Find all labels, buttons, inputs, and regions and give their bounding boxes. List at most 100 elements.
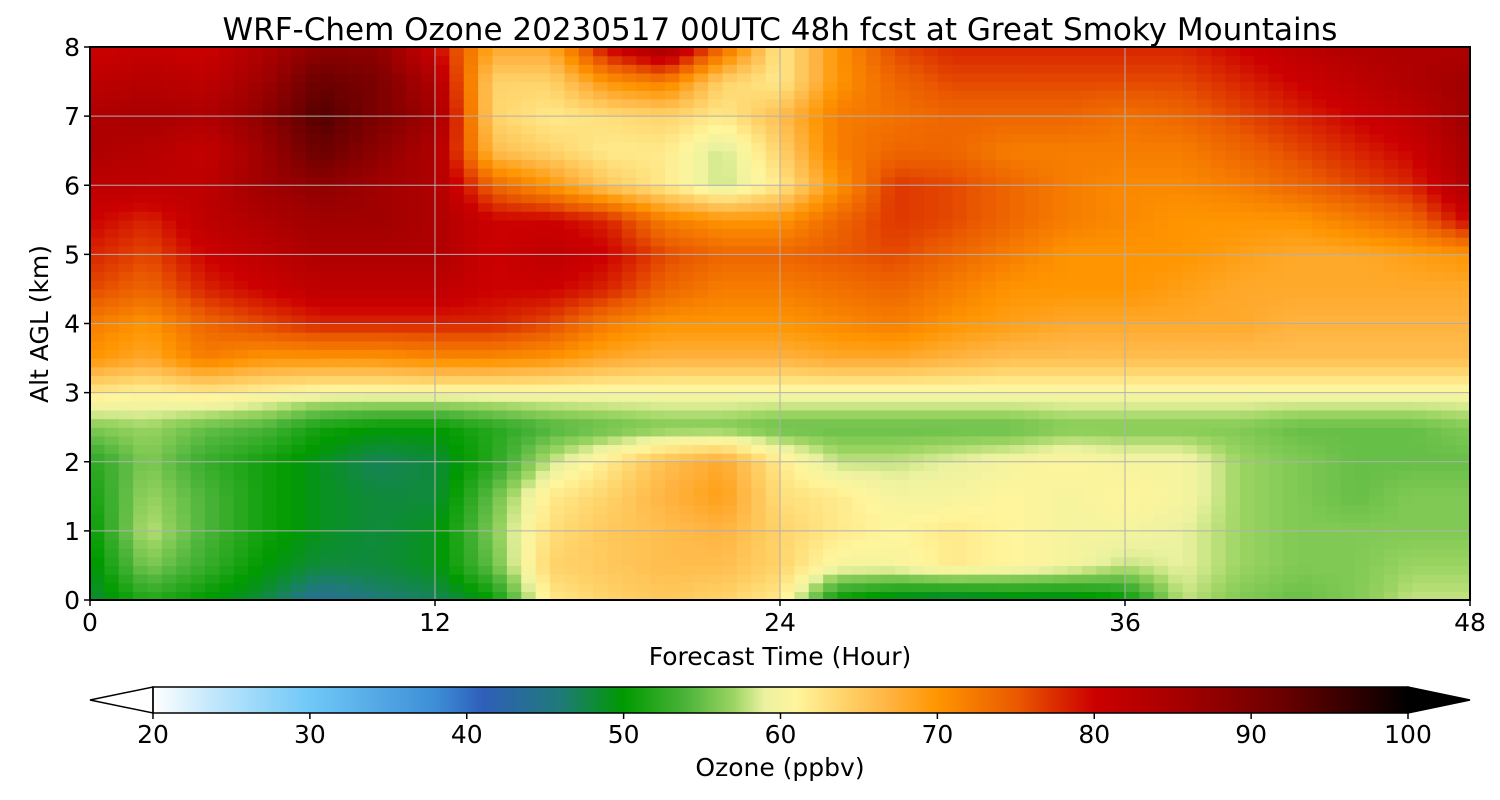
heatmap-cell — [406, 409, 422, 420]
heatmap-cell — [262, 167, 278, 178]
heatmap-cell — [1383, 556, 1399, 567]
heatmap-cell — [478, 237, 494, 247]
heatmap-cell — [205, 461, 220, 471]
heatmap-cell — [348, 340, 364, 351]
heatmap-cell — [1038, 539, 1054, 549]
heatmap-cell — [550, 271, 565, 281]
heatmap-cell — [521, 306, 537, 316]
heatmap-cell — [521, 444, 537, 454]
heatmap-cell — [276, 185, 292, 195]
heatmap-cell — [420, 280, 436, 290]
heatmap-cell — [276, 228, 292, 238]
heatmap-cell — [1081, 496, 1097, 506]
heatmap-cell — [751, 271, 767, 281]
heatmap-cell — [636, 392, 652, 402]
heatmap-cell — [1412, 470, 1428, 480]
heatmap-cell — [794, 288, 810, 299]
heatmap-cell — [1311, 358, 1327, 368]
heatmap-cell — [952, 280, 968, 290]
heatmap-cell — [1355, 237, 1370, 247]
heatmap-cell — [521, 323, 537, 333]
heatmap-cell — [320, 479, 335, 489]
heatmap-cell — [952, 401, 968, 411]
heatmap-cell — [981, 211, 997, 221]
heatmap-cell — [1412, 556, 1428, 567]
heatmap-cell — [636, 176, 652, 186]
heatmap-cell — [1211, 237, 1227, 247]
heatmap-cell — [780, 263, 795, 273]
heatmap-cell — [262, 409, 278, 420]
heatmap-cell — [1283, 522, 1299, 532]
heatmap-cell — [1441, 444, 1457, 454]
heatmap-cell — [708, 193, 724, 204]
heatmap-cell — [1297, 263, 1313, 273]
heatmap-cell — [435, 539, 450, 549]
heatmap-cell — [578, 159, 594, 169]
heatmap-cell — [1081, 383, 1097, 394]
heatmap-cell — [1225, 591, 1241, 600]
heatmap-cell — [1211, 366, 1227, 376]
heatmap-cell — [1182, 574, 1198, 584]
heatmap-cell — [320, 556, 335, 567]
heatmap-cell — [176, 556, 192, 567]
heatmap-cell — [1010, 219, 1025, 230]
heatmap-cell — [219, 245, 235, 255]
heatmap-cell — [492, 237, 508, 247]
heatmap-cell — [550, 176, 565, 186]
heatmap-cell — [1081, 185, 1097, 195]
heatmap-cell — [1053, 254, 1069, 264]
heatmap-cell — [1096, 539, 1112, 549]
heatmap-cell — [966, 548, 982, 558]
heatmap-cell — [535, 591, 551, 600]
heatmap-cell — [147, 176, 163, 186]
heatmap-cell — [578, 496, 594, 506]
heatmap-cell — [636, 237, 652, 247]
heatmap-cell — [1211, 185, 1227, 195]
heatmap-cell — [1225, 496, 1241, 506]
heatmap-cell — [305, 530, 321, 541]
heatmap-cell — [1211, 263, 1227, 273]
heatmap-cell — [391, 349, 407, 359]
heatmap-cell — [1369, 409, 1385, 420]
heatmap-cell — [1311, 280, 1327, 290]
heatmap-cell — [320, 211, 335, 221]
heatmap-cell — [1168, 332, 1184, 342]
heatmap-cell — [1053, 375, 1069, 385]
heatmap-cell — [1297, 574, 1313, 584]
heatmap-cell — [1426, 435, 1442, 446]
heatmap-cell — [1355, 401, 1370, 411]
heatmap-cell — [780, 487, 795, 497]
heatmap-cell — [578, 185, 594, 195]
heatmap-cell — [981, 565, 997, 575]
heatmap-cell — [1426, 297, 1442, 307]
heatmap-cell — [607, 487, 623, 497]
heatmap-cell — [1038, 366, 1054, 376]
heatmap-cell — [1139, 539, 1155, 549]
heatmap-cell — [823, 245, 839, 255]
heatmap-cell — [1182, 254, 1198, 264]
heatmap-cell — [866, 444, 882, 454]
heatmap-cell — [952, 297, 968, 307]
heatmap-cell — [1268, 582, 1284, 592]
heatmap-cell — [895, 323, 910, 333]
heatmap-cell — [1268, 167, 1284, 178]
heatmap-cell — [665, 366, 680, 376]
heatmap-cell — [276, 435, 292, 446]
heatmap-cell — [1426, 504, 1442, 515]
heatmap-cell — [851, 366, 867, 376]
heatmap-cell — [780, 591, 795, 600]
heatmap-cell — [435, 176, 450, 186]
heatmap-cell — [133, 288, 149, 299]
heatmap-cell — [966, 409, 982, 420]
heatmap-cell — [607, 409, 623, 420]
heatmap-cell — [205, 418, 220, 428]
heatmap-cell — [1283, 574, 1299, 584]
heatmap-cell — [90, 461, 105, 471]
heatmap-cell — [1125, 487, 1140, 497]
heatmap-cell — [650, 219, 666, 230]
heatmap-cell — [837, 548, 853, 558]
heatmap-cell — [377, 254, 393, 264]
heatmap-cell — [406, 228, 422, 238]
heatmap-cell — [1441, 211, 1457, 221]
heatmap-cell — [435, 245, 450, 255]
